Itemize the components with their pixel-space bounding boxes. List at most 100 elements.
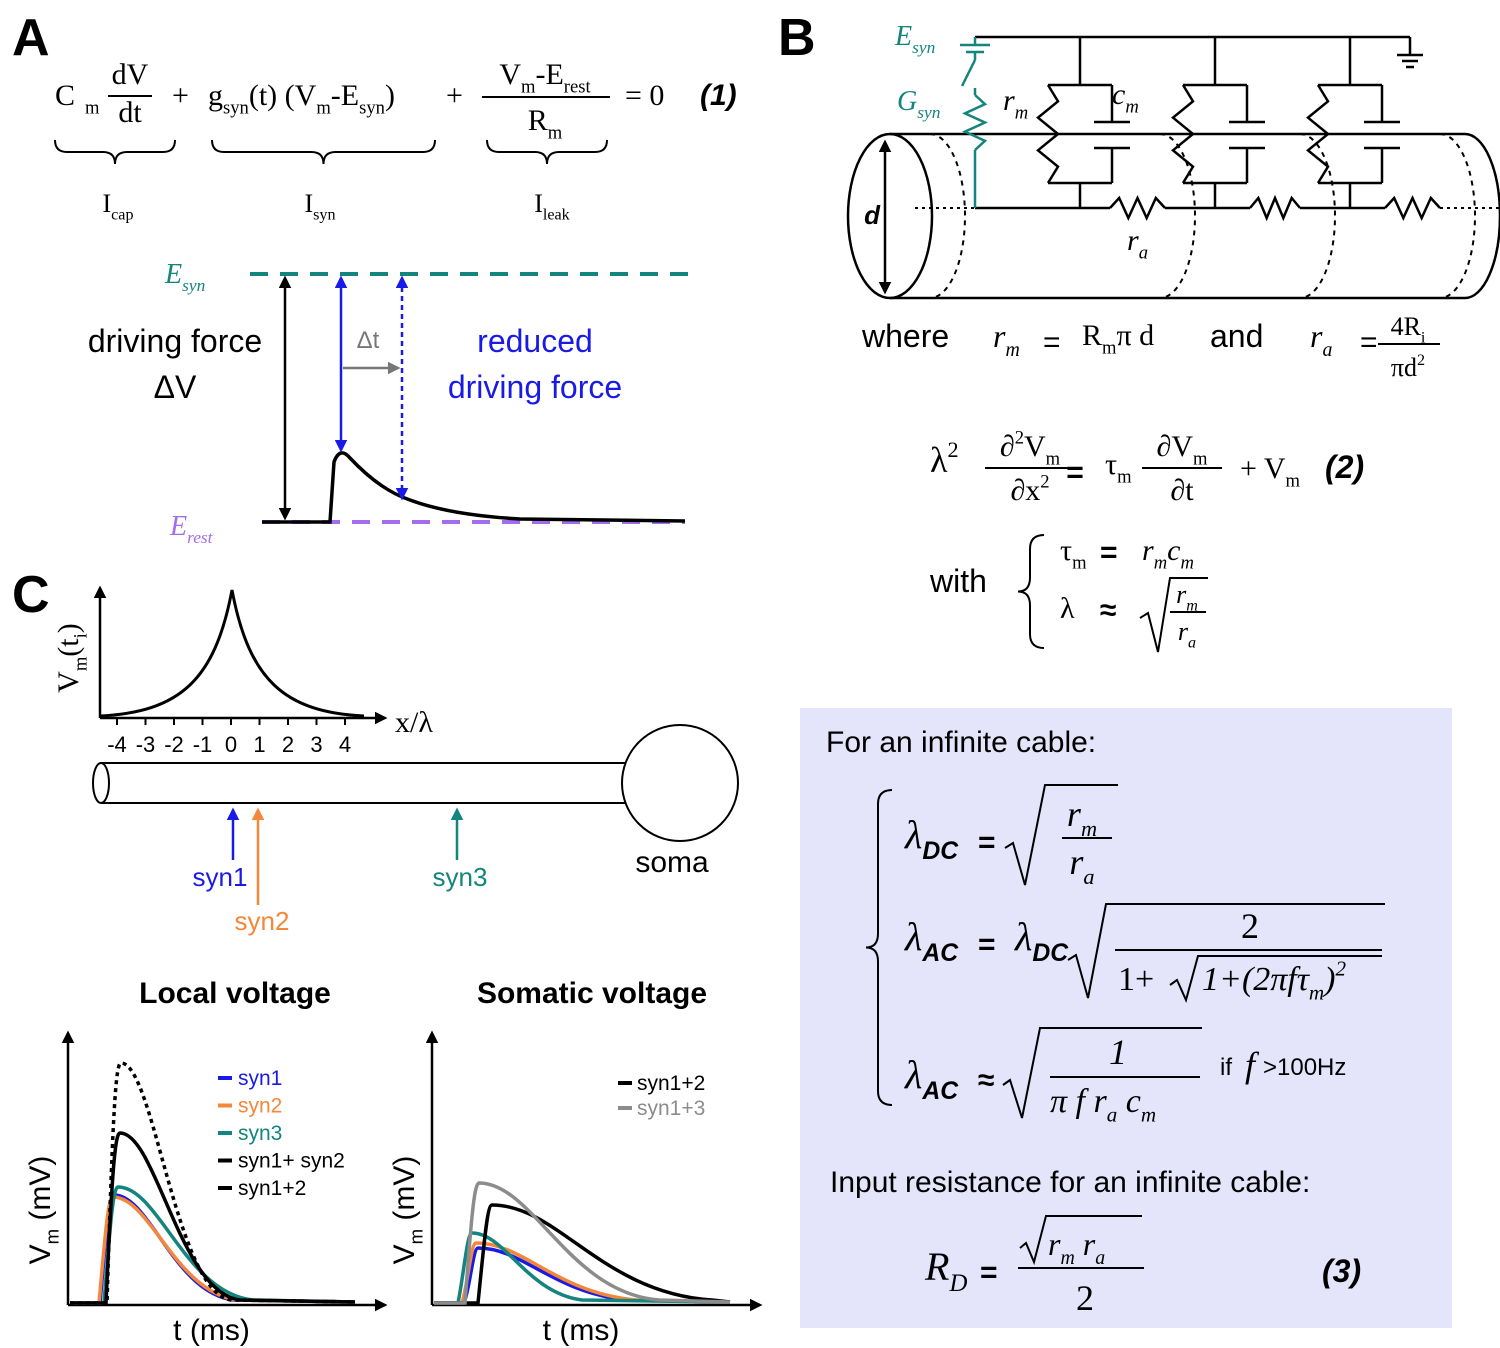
equation-term: ∂Vm xyxy=(1157,430,1209,469)
resistor xyxy=(1306,84,1330,184)
legend-label: syn1+2 xyxy=(238,1177,306,1200)
text-part: r xyxy=(993,318,1006,354)
text-part: 1 xyxy=(1109,1032,1127,1072)
voltage-curve xyxy=(70,1131,356,1305)
text-part: 1 xyxy=(253,732,265,757)
text-part: with xyxy=(929,563,987,599)
compartment-boundary xyxy=(1439,133,1476,299)
text-part: = xyxy=(1360,326,1378,359)
text-part: V xyxy=(52,671,85,693)
legend-label: syn1+3 xyxy=(637,1097,705,1120)
text-part: τ xyxy=(1060,534,1072,567)
equation-term: ≈ xyxy=(1100,594,1116,627)
text-part: syn1+2 xyxy=(238,1177,306,1200)
text-part: r xyxy=(1178,617,1189,646)
text-part: 0 xyxy=(225,732,237,757)
text-part: AC xyxy=(921,1078,959,1105)
text-part: rest xyxy=(564,76,592,97)
equation-term: dV xyxy=(112,58,149,91)
equation-term: = 0 xyxy=(625,79,664,112)
text-part: E xyxy=(164,259,182,290)
equation-term: = xyxy=(978,928,996,961)
text-part: = xyxy=(1066,456,1084,489)
voltage-curve xyxy=(434,1203,731,1305)
text-part: a xyxy=(1139,242,1148,263)
text-part: syn xyxy=(223,97,250,118)
text-part: i xyxy=(70,633,91,638)
text-part: where xyxy=(861,318,949,354)
text-part: syn1+2 xyxy=(637,1072,705,1095)
resistor xyxy=(1171,84,1195,184)
text-part: r xyxy=(1048,1226,1061,1262)
synapse-label: syn2 xyxy=(235,906,290,936)
text-part: m xyxy=(1193,448,1208,469)
text-part: ) xyxy=(1322,961,1335,998)
radical xyxy=(1019,1215,1142,1266)
text-part: 2 xyxy=(1335,957,1346,981)
text-part: (2) xyxy=(1325,449,1364,485)
text-part: syn xyxy=(182,276,205,295)
text-part: syn xyxy=(359,97,386,118)
text-part: 2 xyxy=(1241,906,1259,946)
axis-label: Vm(ti) xyxy=(52,623,91,693)
equation-term: rm xyxy=(1176,580,1198,614)
panel-label: C xyxy=(12,566,50,624)
text-part: = xyxy=(980,1256,998,1289)
text-part: dV xyxy=(112,58,149,91)
equation-term: + xyxy=(446,79,463,112)
text-part: (t xyxy=(52,638,85,657)
text-part: >100Hz xyxy=(1263,1054,1346,1081)
equation-term: 1+ xyxy=(1118,961,1154,998)
x-tick-label: 4 xyxy=(339,732,351,757)
text-part: m xyxy=(1015,102,1028,123)
circuit-label: ra xyxy=(1127,224,1148,263)
text-part: r xyxy=(1003,84,1015,117)
text-part: m xyxy=(405,1229,426,1245)
compartment-boundary xyxy=(1159,133,1196,299)
text-part: syn xyxy=(917,103,940,122)
text-part: r xyxy=(1067,794,1082,834)
text-part: syn1+3 xyxy=(637,1097,705,1120)
text-part: V xyxy=(499,58,521,91)
text-part: driving force xyxy=(448,369,622,405)
equation-term: rm xyxy=(993,318,1020,361)
text-part: λ xyxy=(904,812,922,857)
current-label: Isyn xyxy=(304,189,335,223)
text-part: Local voltage xyxy=(139,977,331,1010)
text-part: if xyxy=(1220,1054,1232,1081)
text-part: 2 xyxy=(1015,427,1024,448)
compartment-boundary xyxy=(1299,133,1336,299)
switch xyxy=(960,59,977,87)
text-part: ∂V xyxy=(1157,430,1194,463)
text-part: and xyxy=(1210,318,1263,354)
text-part: ≈ xyxy=(978,1064,994,1097)
potential-label: Esyn xyxy=(164,259,205,295)
equation-number: (2) xyxy=(1325,449,1364,485)
compartment-boundary xyxy=(929,133,966,299)
equation-term: = xyxy=(978,826,996,859)
text-part: R xyxy=(924,1244,949,1289)
equation-term: λAC xyxy=(904,1052,959,1105)
resistor xyxy=(1249,194,1301,222)
resistor xyxy=(961,94,988,151)
dendrite-end xyxy=(92,762,110,804)
circuit-label: cm xyxy=(1112,78,1139,117)
text-part: ΔV xyxy=(154,369,197,405)
text-part: λ xyxy=(904,914,922,959)
text-part: -3 xyxy=(136,732,156,757)
text-part: syn1 xyxy=(193,862,248,892)
text-part: -E xyxy=(331,79,359,112)
text-part: driving force xyxy=(88,323,262,359)
brace xyxy=(486,139,608,165)
equation-term: ∂t xyxy=(1170,474,1194,507)
text-part: m xyxy=(1186,597,1198,614)
equation-term: + Vm xyxy=(1240,452,1301,491)
text-part: a xyxy=(1083,864,1094,889)
annotation: driving force xyxy=(448,369,622,405)
equation-term: = xyxy=(1066,456,1084,489)
axis-label: Vm (mV) xyxy=(24,1156,62,1265)
box-title: For an infinite cable: xyxy=(826,726,1096,759)
equation-term: = xyxy=(1043,326,1061,359)
